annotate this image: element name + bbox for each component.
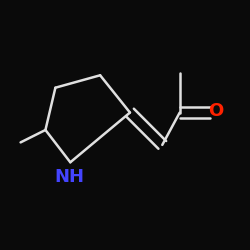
Text: NH: NH [54, 168, 84, 186]
Text: O: O [208, 102, 223, 120]
